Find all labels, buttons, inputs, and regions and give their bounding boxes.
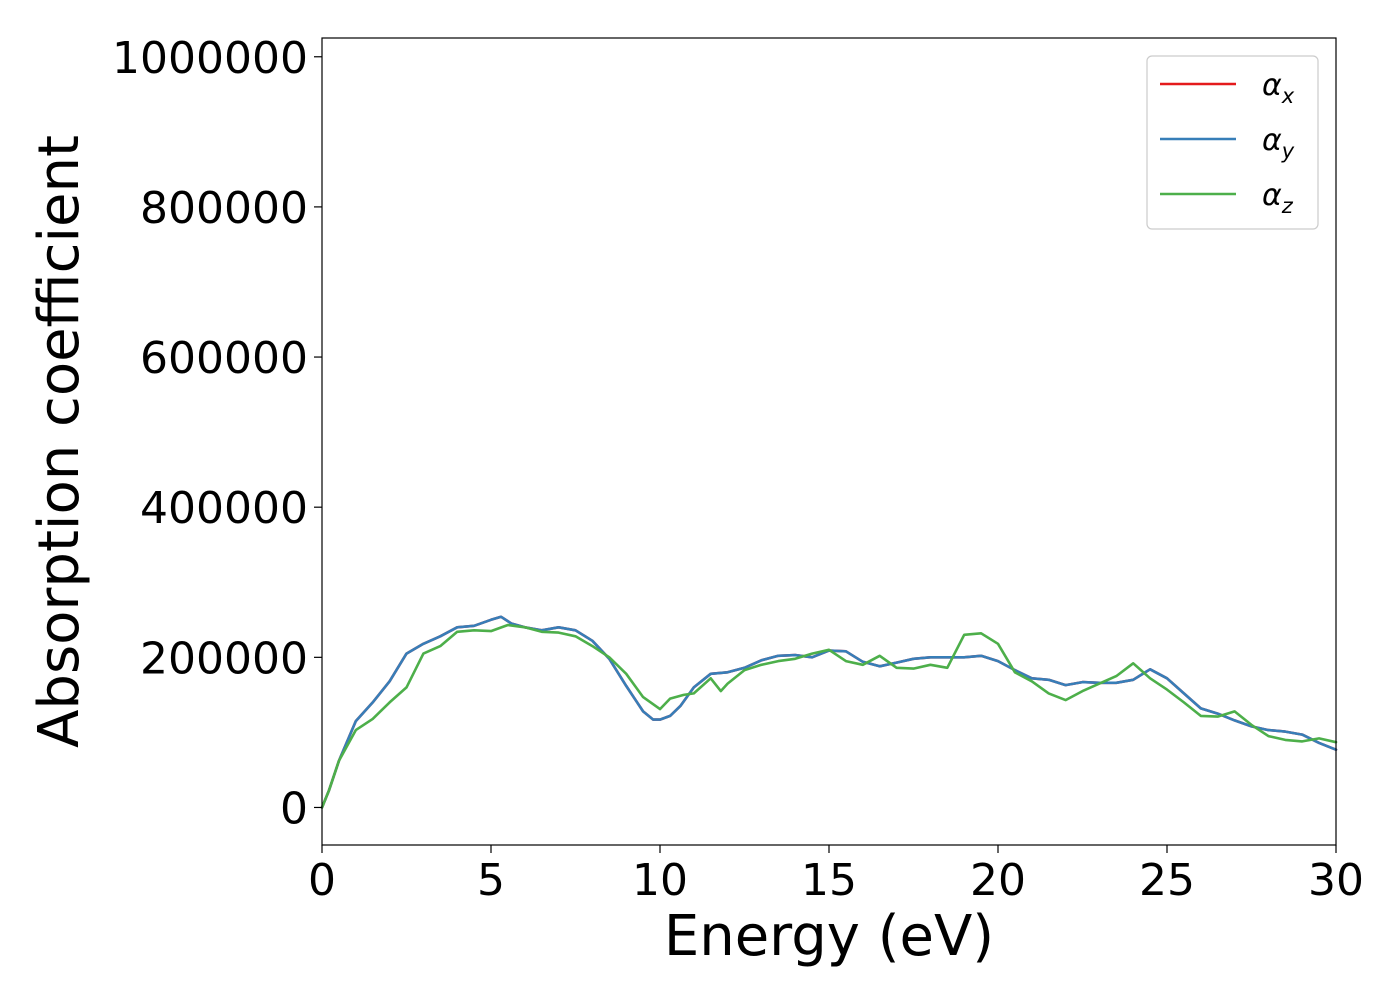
x-axis: 0 5 10 15 20 25 30: [308, 845, 1364, 906]
x-tick-label: 30: [1308, 855, 1364, 906]
x-axis-label: Energy (eV): [664, 904, 994, 969]
x-tick-label: 10: [632, 855, 688, 906]
x-tick-label: 20: [970, 855, 1026, 906]
legend-label-z: αz: [1262, 178, 1294, 218]
legend-label-x: αx: [1262, 68, 1295, 108]
series-line-z: [320, 623, 1338, 809]
y-axis-label: Absorption coefficient: [27, 135, 92, 748]
y-tick-label: 400000: [140, 483, 308, 534]
y-tick-label: 1000000: [112, 33, 308, 84]
legend-label-y: αy: [1262, 123, 1295, 163]
legend-box: [1146, 55, 1319, 230]
x-tick-label: 15: [801, 855, 857, 906]
legend: αx αy αz: [1146, 55, 1319, 230]
series-layer: [320, 615, 1338, 809]
x-tick-label: 25: [1139, 855, 1195, 906]
plot-area: [320, 37, 1338, 846]
x-tick-label: 5: [477, 855, 505, 906]
y-tick-label: 600000: [140, 333, 308, 384]
y-tick-label: 800000: [140, 183, 308, 234]
series-line-y: [320, 615, 1338, 809]
y-tick-label: 200000: [140, 633, 308, 684]
y-axis: 0 200000 400000 600000 800000 1000000: [112, 33, 322, 834]
x-tick-label: 0: [308, 855, 336, 906]
y-tick-label: 0: [280, 783, 308, 834]
